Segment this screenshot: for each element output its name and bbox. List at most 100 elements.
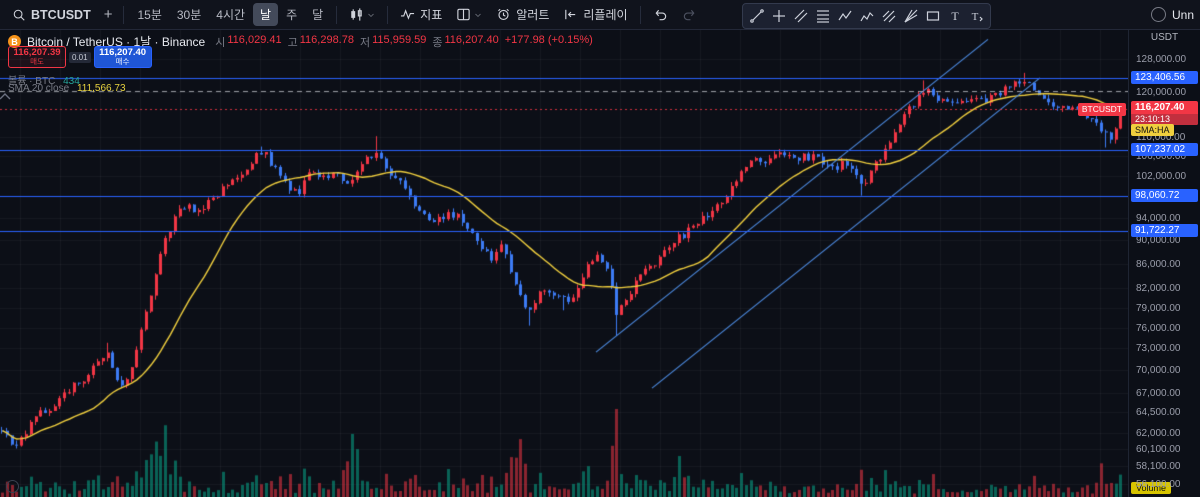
svg-text:T: T bbox=[971, 11, 978, 23]
symbol-title[interactable]: Bitcoin / TetherUS · 1날 · Binance bbox=[27, 35, 206, 49]
trade-buttons: 116,207.39 매도 0.01 116,207.40 매수 bbox=[8, 46, 152, 68]
sell-button[interactable]: 116,207.39 매도 bbox=[8, 46, 66, 68]
buy-price: 116,207.40 bbox=[99, 47, 147, 59]
alert-button[interactable]: 알러트 bbox=[490, 3, 555, 26]
symbol-search-button[interactable]: BTCUSDT bbox=[6, 5, 97, 25]
undo-button[interactable] bbox=[647, 4, 674, 25]
pitchfork-icon bbox=[882, 10, 895, 23]
layout-button[interactable] bbox=[450, 4, 488, 25]
last-price-tag: 116,207.40 23:10:13 bbox=[1131, 100, 1198, 125]
parallel-channel-tool-button[interactable] bbox=[790, 6, 811, 26]
fib-retracement-tool-button[interactable] bbox=[812, 6, 833, 26]
elliott-wave-icon bbox=[859, 11, 873, 22]
timeframe-15분[interactable]: 15분 bbox=[130, 3, 168, 26]
price-axis[interactable]: USDT Volume 128,000.00 120,000.00 110,000.… bbox=[1128, 30, 1200, 497]
price-tick-label: 94,000.00 bbox=[1136, 213, 1181, 225]
avatar bbox=[1150, 7, 1166, 22]
sma-label: SMA 20 close bbox=[8, 83, 70, 94]
layout-grid-icon bbox=[457, 8, 470, 21]
redo-button[interactable] bbox=[676, 4, 703, 25]
price-tick-label: 73,000.00 bbox=[1136, 343, 1181, 355]
volume-value: 434 bbox=[63, 76, 80, 87]
price-axis-currency[interactable]: USDT bbox=[1150, 32, 1179, 43]
replay-button[interactable]: 리플레이 bbox=[557, 3, 633, 26]
price-tick-label: 90,000.00 bbox=[1136, 235, 1181, 247]
timeframe-주[interactable]: 주 bbox=[279, 3, 304, 26]
last-price-symbol-chip: BTCUSDT bbox=[1077, 102, 1126, 116]
toolbar-separator bbox=[336, 5, 338, 24]
parallel-channel-icon bbox=[794, 9, 807, 23]
corner-circle-icon[interactable] bbox=[6, 480, 19, 493]
buy-button[interactable]: 116,207.40 매수 bbox=[93, 46, 152, 68]
ohlc-values: 시 116,029.41 고 116,298.78 저 115,959.59 종… bbox=[215, 34, 593, 50]
price-level-tag: 98,060.72 bbox=[1131, 189, 1198, 203]
high-value: 116,298.78 bbox=[299, 33, 354, 46]
volume-label: 볼륨 · BTC bbox=[8, 76, 56, 87]
timeframe-group: 15분 30분 4시간 날 주 달 bbox=[130, 3, 330, 26]
price-tick-label: 76,000.00 bbox=[1136, 322, 1181, 334]
open-label: 시 bbox=[215, 36, 226, 49]
chevron-down-icon bbox=[368, 13, 374, 17]
low-value: 115,959.59 bbox=[372, 33, 427, 46]
pitchfork-tool-button[interactable] bbox=[878, 6, 899, 26]
undo-icon bbox=[655, 9, 666, 21]
replay-label: 리플레이 bbox=[583, 8, 628, 22]
price-tick-label: 70,000.00 bbox=[1136, 365, 1181, 376]
search-icon bbox=[13, 9, 25, 21]
timeframe-30분[interactable]: 30분 bbox=[170, 3, 208, 26]
indicators-icon bbox=[401, 9, 415, 20]
price-tick-label: 86,000.00 bbox=[1136, 258, 1181, 270]
rectangle-tool-button[interactable] bbox=[922, 6, 943, 26]
price-tick-label: 82,000.00 bbox=[1136, 283, 1181, 295]
anchored-text-tool-button[interactable]: T bbox=[966, 6, 987, 26]
timeframe-달[interactable]: 달 bbox=[305, 3, 330, 26]
bitcoin-icon: B bbox=[8, 35, 21, 48]
cross-line-icon bbox=[772, 10, 785, 22]
price-tick-label: 120,000.00 bbox=[1136, 87, 1187, 99]
text-tool-button[interactable]: T bbox=[944, 6, 965, 26]
zigzag-tool-button[interactable] bbox=[834, 6, 855, 26]
toolbar-separator bbox=[639, 5, 641, 24]
elliott-wave-tool-button[interactable] bbox=[856, 6, 877, 26]
indicators-button[interactable]: 지표 bbox=[394, 3, 448, 26]
candlestick-style-icon bbox=[351, 8, 362, 21]
open-value: 116,029.41 bbox=[227, 33, 282, 46]
timeframe-날[interactable]: 날 bbox=[253, 3, 279, 26]
volume-indicator-tag: Volume bbox=[1131, 482, 1172, 494]
gann-fan-tool-button[interactable] bbox=[900, 6, 921, 26]
chart-style-button[interactable] bbox=[343, 4, 381, 25]
close-label: 종 bbox=[432, 36, 443, 49]
chevron-down-icon bbox=[475, 13, 481, 17]
toolbar-separator bbox=[387, 5, 389, 24]
gann-fan-icon bbox=[903, 9, 917, 23]
volume-legend[interactable]: 볼륨 · BTC 434 bbox=[8, 72, 80, 87]
sma-axis-tag: SMA:HA bbox=[1131, 123, 1174, 136]
price-tick-label: 102,000.00 bbox=[1136, 171, 1187, 182]
svg-text:T: T bbox=[951, 9, 959, 23]
sma-value: 111,566.73 bbox=[76, 83, 126, 94]
sma-legend[interactable]: SMA 20 close 111,566.73 bbox=[8, 83, 126, 94]
anchored-text-icon: T bbox=[971, 11, 983, 23]
price-tick-label: 67,000.00 bbox=[1136, 387, 1181, 399]
user-menu[interactable]: Unn bbox=[1150, 7, 1194, 22]
symbol-name: BTCUSDT bbox=[31, 7, 91, 22]
timeframe-4시간[interactable]: 4시간 bbox=[209, 3, 252, 26]
trend-line-tool-button[interactable] bbox=[746, 6, 767, 26]
text-icon: T bbox=[951, 9, 959, 23]
price-tick-label: 64,500.00 bbox=[1136, 407, 1181, 419]
add-symbol-button[interactable]: + bbox=[99, 6, 118, 23]
price-tick-label: 106,000.00 bbox=[1136, 151, 1187, 163]
user-name: Unn bbox=[1171, 7, 1194, 22]
sell-price: 116,207.39 bbox=[13, 47, 61, 59]
price-chart-canvas[interactable] bbox=[0, 30, 1128, 497]
indicators-label: 지표 bbox=[420, 8, 443, 22]
price-tick-label: 62,000.00 bbox=[1136, 427, 1181, 439]
cross-line-tool-button[interactable] bbox=[768, 6, 789, 26]
spread-value: 0.01 bbox=[69, 51, 91, 63]
price-level-tag: 123,406.56 bbox=[1131, 70, 1198, 84]
price-tick-label: 56,100.00 bbox=[1136, 479, 1181, 491]
chevron-up-icon[interactable] bbox=[0, 92, 12, 102]
price-tick-label: 128,000.00 bbox=[1136, 54, 1187, 65]
price-level-tag: 107,237.02 bbox=[1131, 143, 1198, 157]
